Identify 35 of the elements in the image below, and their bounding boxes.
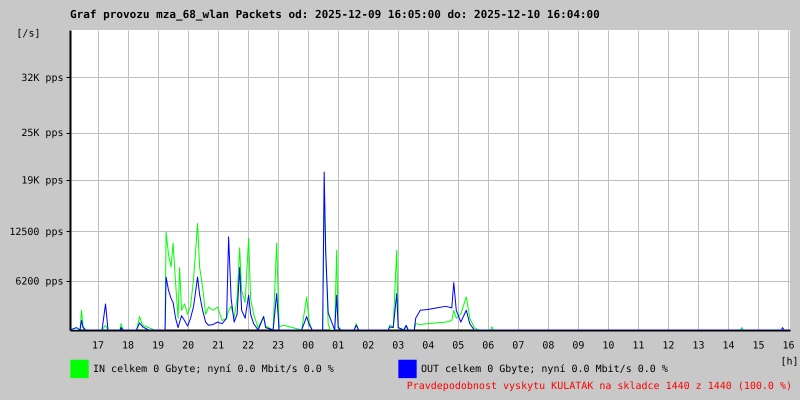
x-tick-label: 12 — [662, 340, 674, 352]
x-axis-title: [h] — [780, 356, 798, 368]
text: Pravdepodobnost vyskytu KULATAK na skladce 1440 z 1440 (100.0 %) — [406, 381, 792, 392]
y-tick-label: 6200 pps — [15, 276, 64, 288]
legend-label: OUT celkem 0 Gbyte; nyní 0.0 Mbit/s 0.0 % — [421, 364, 668, 375]
x-tick-label: 08 — [542, 340, 554, 352]
x-tick-label: 07 — [512, 340, 524, 352]
x-tick-label: 21 — [212, 340, 224, 352]
y-tick-label: 19K pps — [21, 176, 64, 186]
x-tick-label: 06 — [482, 340, 494, 352]
y-axis-title: [/s] — [16, 28, 40, 40]
x-tick-label: 15 — [752, 340, 764, 352]
x-tick-label: 22 — [242, 340, 254, 352]
y-tick-label: 32K pps — [21, 72, 64, 84]
legend-label: IN celkem 0 Gbyte; nyní 0.0 Mbit/s 0.0 % — [93, 364, 334, 375]
x-tick-label: 14 — [722, 340, 734, 352]
x-tick-label: 18 — [122, 340, 134, 352]
chart-title: Graf provozu mza_68_wlan Packets od: 2025-12-09 16:05:00 do: 2025-12-10 16:04:00 — [70, 8, 600, 21]
x-tick-label: 11 — [632, 340, 644, 352]
x-tick-label: 16 — [782, 340, 795, 352]
x-tick-label: 19 — [152, 340, 164, 352]
x-tick-label: 13 — [692, 340, 704, 352]
x-tick-label: 00 — [302, 340, 314, 352]
x-tick-label: 20 — [182, 340, 194, 352]
y-tick-label: 25K pps — [21, 128, 64, 140]
x-tick-label: 09 — [572, 340, 584, 352]
x-tick-label: 10 — [602, 340, 614, 352]
x-tick-label: 23 — [272, 340, 284, 352]
y-tick-label: 12500 pps — [9, 226, 64, 238]
x-tick-label: 17 — [92, 340, 104, 352]
x-tick-label: 04 — [422, 340, 434, 352]
x-tick-label: 01 — [332, 340, 344, 352]
x-tick-label: 02 — [362, 340, 374, 352]
x-tick-label: 05 — [452, 340, 464, 352]
x-tick-label: 03 — [392, 340, 404, 352]
